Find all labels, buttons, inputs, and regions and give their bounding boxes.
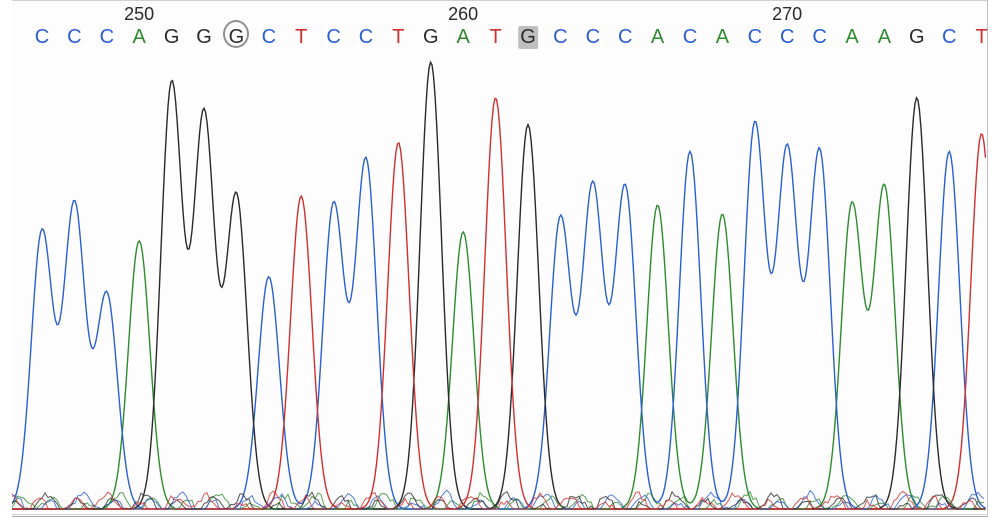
trace-area bbox=[12, 52, 986, 515]
basecall[interactable]: C bbox=[812, 26, 826, 49]
basecall[interactable]: G bbox=[196, 26, 212, 49]
basecall[interactable]: A bbox=[716, 26, 729, 49]
basecall[interactable]: A bbox=[845, 26, 858, 49]
basecall[interactable]: G bbox=[518, 26, 538, 49]
basecall[interactable]: C bbox=[35, 26, 49, 49]
basecall[interactable]: T bbox=[295, 26, 307, 49]
basecall[interactable]: G bbox=[909, 26, 925, 49]
basecall[interactable]: A bbox=[457, 26, 470, 49]
basecall[interactable]: C bbox=[553, 26, 567, 49]
circle-annotation bbox=[223, 20, 249, 48]
baseline-noise bbox=[12, 490, 984, 509]
basecall[interactable]: T bbox=[975, 26, 987, 49]
basecall[interactable]: C bbox=[683, 26, 697, 49]
basecall[interactable]: G bbox=[423, 26, 439, 49]
basecall[interactable]: C bbox=[262, 26, 276, 49]
ruler-tick: 260 bbox=[448, 4, 478, 25]
basecall[interactable]: A bbox=[651, 26, 664, 49]
basecall[interactable]: T bbox=[392, 26, 404, 49]
baseline bbox=[12, 514, 986, 515]
ruler-tick: 270 bbox=[772, 4, 802, 25]
basecall[interactable]: C bbox=[748, 26, 762, 49]
basecall[interactable]: T bbox=[489, 26, 501, 49]
basecall[interactable]: C bbox=[780, 26, 794, 49]
basecall[interactable]: A bbox=[133, 26, 146, 49]
basecall[interactable]: C bbox=[67, 26, 81, 49]
basecall[interactable]: C bbox=[100, 26, 114, 49]
basecall[interactable]: C bbox=[586, 26, 600, 49]
basecall[interactable]: A bbox=[878, 26, 891, 49]
basecall[interactable]: C bbox=[618, 26, 632, 49]
chromatogram-svg bbox=[12, 52, 986, 515]
basecall[interactable]: C bbox=[942, 26, 956, 49]
trace-A bbox=[12, 184, 986, 509]
basecall[interactable]: G bbox=[164, 26, 180, 49]
basecall[interactable]: C bbox=[326, 26, 340, 49]
basecall[interactable]: C bbox=[359, 26, 373, 49]
ruler-tick: 250 bbox=[124, 4, 154, 25]
